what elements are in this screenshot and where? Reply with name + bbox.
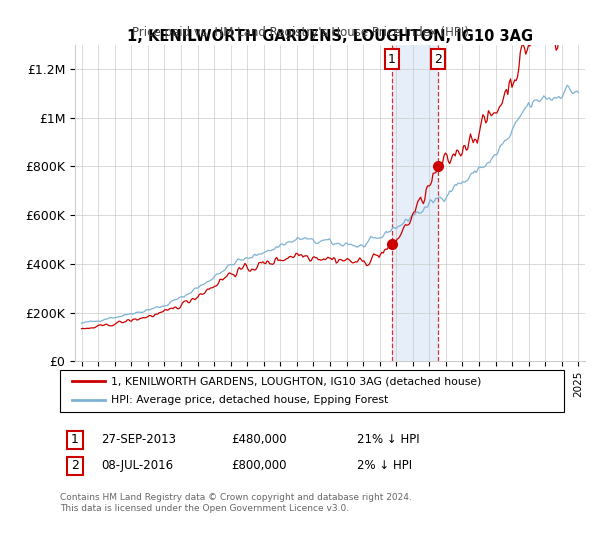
Text: 2: 2 bbox=[434, 53, 442, 66]
Text: 1: 1 bbox=[71, 433, 79, 446]
Text: This data is licensed under the Open Government Licence v3.0.: This data is licensed under the Open Gov… bbox=[60, 504, 349, 513]
Text: 27-SEP-2013: 27-SEP-2013 bbox=[101, 433, 176, 446]
Title: 1, KENILWORTH GARDENS, LOUGHTON, IG10 3AG: 1, KENILWORTH GARDENS, LOUGHTON, IG10 3A… bbox=[127, 29, 533, 44]
Text: 08-JUL-2016: 08-JUL-2016 bbox=[101, 459, 173, 473]
Text: Price paid vs. HM Land Registry's House Price Index (HPI): Price paid vs. HM Land Registry's House … bbox=[131, 26, 469, 39]
Text: 21% ↓ HPI: 21% ↓ HPI bbox=[357, 433, 419, 446]
Text: 1, KENILWORTH GARDENS, LOUGHTON, IG10 3AG (detached house): 1, KENILWORTH GARDENS, LOUGHTON, IG10 3A… bbox=[111, 376, 481, 386]
Text: £800,000: £800,000 bbox=[231, 459, 287, 473]
Bar bbox=[392, 45, 438, 361]
Text: Contains HM Land Registry data © Crown copyright and database right 2024.: Contains HM Land Registry data © Crown c… bbox=[60, 493, 412, 502]
Text: 1: 1 bbox=[388, 53, 396, 66]
Text: HPI: Average price, detached house, Epping Forest: HPI: Average price, detached house, Eppi… bbox=[111, 395, 388, 405]
Text: 2% ↓ HPI: 2% ↓ HPI bbox=[357, 459, 412, 473]
Text: £480,000: £480,000 bbox=[231, 433, 287, 446]
Text: 2: 2 bbox=[71, 459, 79, 473]
